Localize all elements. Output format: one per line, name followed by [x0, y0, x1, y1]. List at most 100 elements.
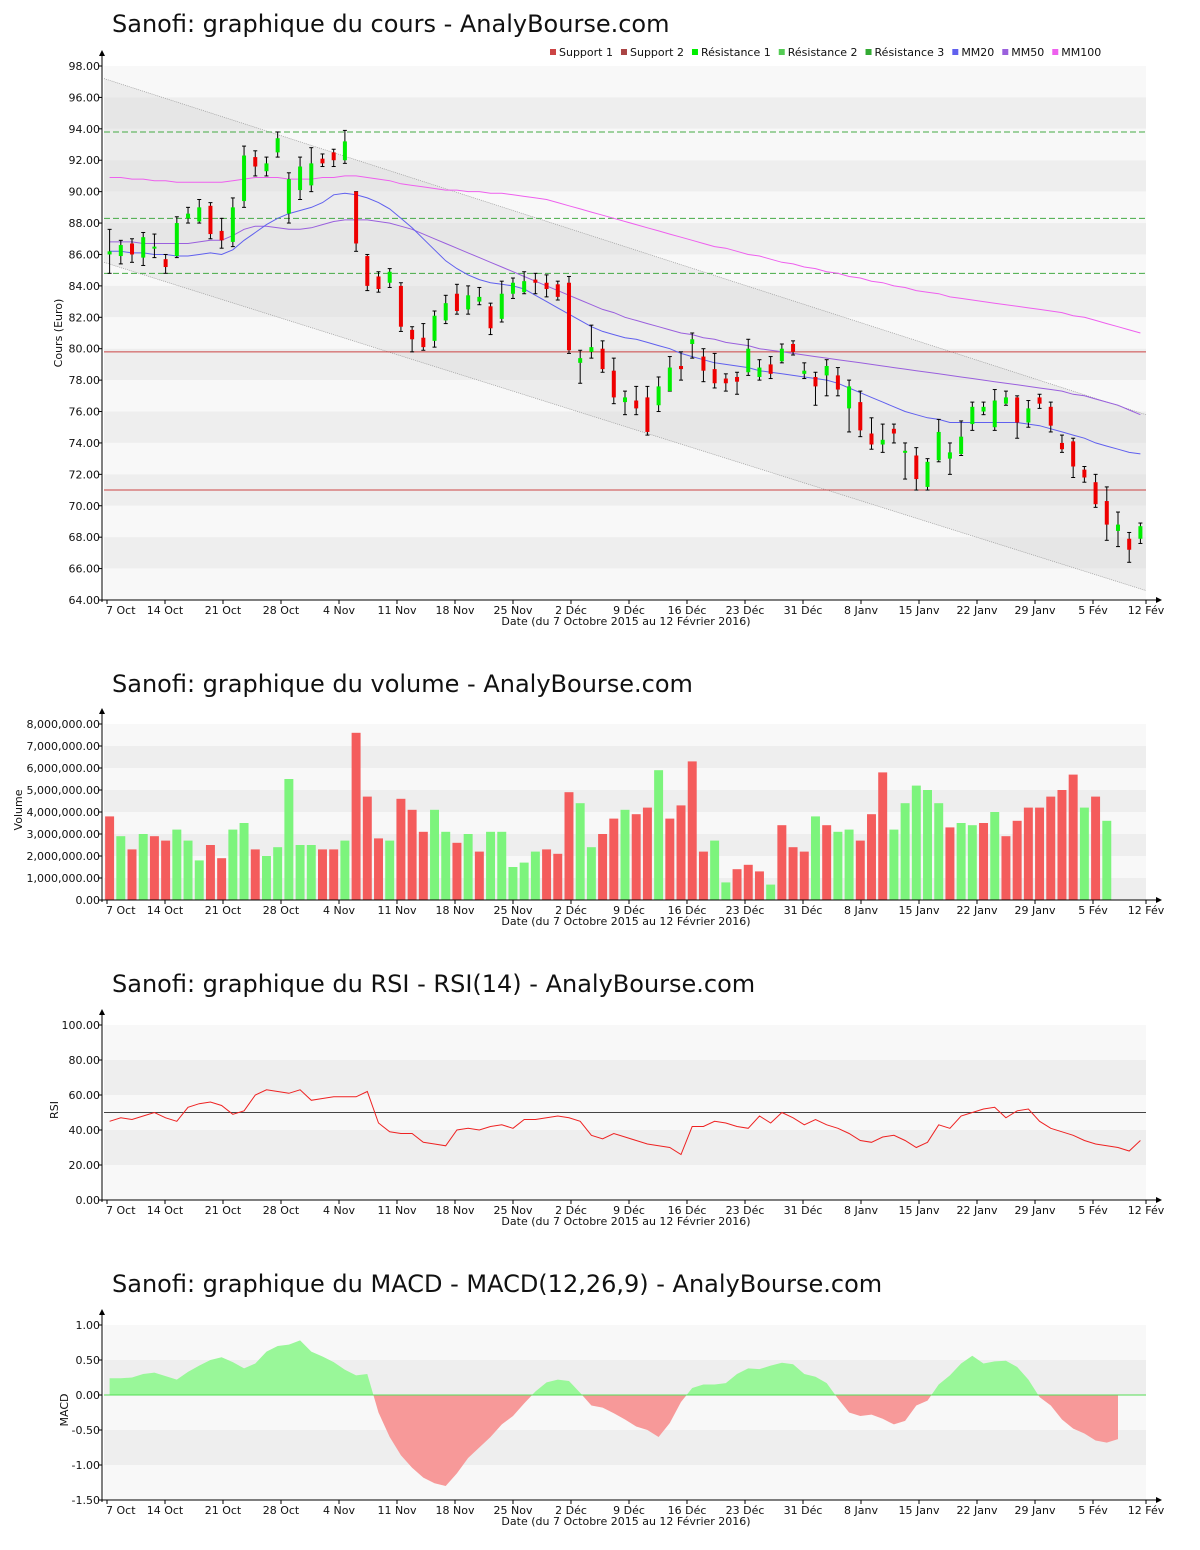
macd-positive-area	[532, 1379, 583, 1395]
volume-bar	[474, 851, 484, 900]
candle-down	[566, 282, 571, 351]
volume-bar	[620, 809, 630, 900]
candle-down	[835, 375, 840, 390]
volume-bar	[1102, 820, 1112, 900]
plot-band	[104, 160, 1146, 192]
price-x-tick-label: 5 Fév	[1078, 604, 1108, 617]
plot-band	[104, 66, 1146, 98]
volume-x-tick-label: 5 Fév	[1078, 904, 1108, 917]
candle-down	[791, 343, 796, 352]
macd-positive-area	[686, 1362, 836, 1395]
volume-bar	[934, 803, 944, 900]
plot-band	[104, 505, 1146, 538]
volume-x-tick-label: 16 Déc	[668, 904, 707, 917]
macd-negative-area	[582, 1395, 687, 1437]
volume-bar	[754, 871, 764, 900]
price-y-tick-label: 74.00	[69, 437, 101, 450]
macd-x-tick-label: 9 Déc	[613, 1504, 645, 1517]
volume-bar	[1046, 796, 1056, 900]
price-y-tick-label: 92.00	[69, 154, 101, 167]
legend-label: MM100	[1061, 46, 1101, 59]
candle-up	[1115, 524, 1120, 531]
candle-down	[858, 402, 863, 431]
price-x-tick-label: 9 Déc	[613, 604, 645, 617]
macd-y-axis-arrow	[99, 1309, 105, 1315]
volume-bar	[396, 798, 406, 900]
candle-down	[1104, 501, 1109, 525]
rsi-x-tick-label: 15 Janv	[899, 1204, 940, 1217]
rsi-x-tick-label: 23 Déc	[726, 1204, 765, 1217]
volume-bar	[575, 803, 585, 900]
price-x-tick-label: 31 Déc	[784, 604, 823, 617]
candle-up	[970, 406, 975, 425]
volume-bar	[1035, 807, 1045, 900]
legend-label: Résistance 1	[701, 46, 771, 59]
candle-down	[219, 230, 224, 241]
candle-up	[824, 365, 829, 376]
volume-y-tick-label: 7,000,000.00	[27, 740, 100, 753]
volume-bar	[911, 785, 921, 900]
mm50-line	[109, 219, 1141, 416]
candle-down	[421, 337, 426, 348]
price-y-tick-label: 70.00	[69, 500, 101, 513]
volume-bar	[609, 818, 619, 900]
volume-bar	[1023, 807, 1033, 900]
candle-down	[735, 376, 740, 382]
candle-down	[488, 306, 493, 329]
rsi-y-tick-label: 100.00	[62, 1019, 101, 1032]
volume-y-tick-label: 2,000,000.00	[27, 850, 100, 863]
volume-bar	[385, 840, 395, 900]
legend-swatch	[778, 49, 785, 55]
macd-x-axis-arrow	[1156, 1497, 1162, 1503]
macd-negative-area	[1038, 1395, 1118, 1443]
trend-channel-lower-line	[103, 261, 1147, 591]
macd-x-tick-label: 16 Déc	[668, 1504, 707, 1517]
volume-bar	[318, 849, 327, 900]
price-x-tick-label: 12 Fév	[1128, 604, 1165, 617]
rsi-x-tick-label: 11 Nov	[378, 1204, 417, 1217]
volume-bar	[945, 827, 955, 900]
volume-bar	[923, 790, 932, 900]
volume-bar	[855, 840, 865, 900]
legend-swatch	[952, 49, 959, 55]
candle-down	[813, 376, 818, 387]
candle-up	[499, 293, 504, 319]
volume-bar	[441, 831, 451, 900]
volume-bar	[172, 829, 182, 900]
rsi-x-tick-label: 25 Nov	[494, 1204, 533, 1217]
macd-x-tick-label: 15 Janv	[899, 1504, 940, 1517]
rsi-y-tick-label: 60.00	[69, 1089, 101, 1102]
rsi-x-tick-label: 2 Déc	[555, 1204, 587, 1217]
volume-x-tick-label: 22 Janv	[957, 904, 998, 917]
volume-bar	[273, 847, 283, 900]
volume-bar	[553, 853, 563, 900]
price-y-tick-label: 96.00	[69, 91, 101, 104]
rsi-x-tick-label: 14 Oct	[147, 1204, 184, 1217]
candle-up	[779, 348, 784, 362]
volume-x-tick-label: 12 Fév	[1128, 904, 1165, 917]
plot-band	[104, 1130, 1146, 1165]
price-y-tick-label: 98.00	[69, 60, 101, 73]
rsi-x-tick-label: 21 Oct	[205, 1204, 242, 1217]
candle-up	[925, 461, 930, 487]
candle-up	[174, 223, 179, 257]
volume-bar	[1057, 790, 1067, 900]
candle-up	[522, 281, 527, 293]
volume-y-tick-label: 4,000,000.00	[27, 806, 100, 819]
candle-up	[656, 386, 661, 406]
volume-y-tick-label: 8,000,000.00	[27, 718, 100, 731]
volume-bar	[362, 796, 372, 900]
mm20-line	[109, 192, 1141, 455]
macd-y-tick-label: -1.50	[72, 1494, 100, 1507]
rsi-y-tick-label: 40.00	[69, 1124, 101, 1137]
rsi-x-tick-label: 12 Fév	[1128, 1204, 1165, 1217]
price-chart: 64.00 66.00 68.00 70.00 72.00 74.00 76.00 78.00…	[52, 46, 1165, 628]
rsi-chart: 0.00 20.00 40.00 60.00 80.00 100.00 7 Oct 14 O…	[48, 1009, 1165, 1228]
legend-swatch	[865, 49, 872, 55]
volume-y-axis-arrow	[99, 708, 105, 714]
candle-down	[611, 370, 616, 398]
price-y-tick-label: 90.00	[69, 186, 101, 199]
volume-bar	[687, 761, 697, 900]
candle-up	[298, 166, 303, 191]
price-chart-title: Sanofi: graphique du cours - AnalyBourse…	[112, 10, 670, 38]
